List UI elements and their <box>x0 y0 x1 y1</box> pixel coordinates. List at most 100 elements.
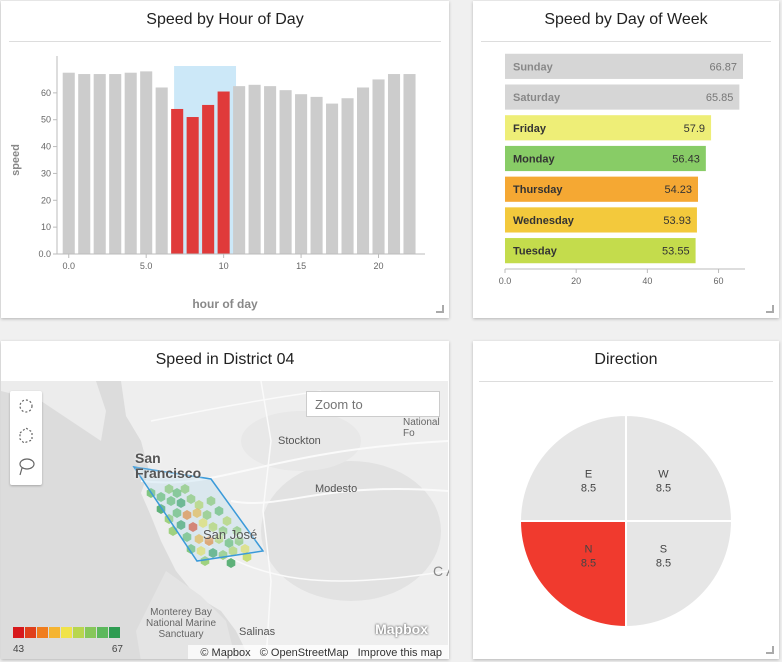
map-title: Speed in District 04 <box>155 351 295 368</box>
hour-bar-21 <box>387 74 401 254</box>
hour-bar-22 <box>403 74 416 254</box>
hour-bar-0 <box>62 72 75 254</box>
speed-hex <box>188 522 198 532</box>
pie-slice-value: 8.5 <box>656 483 671 495</box>
place-stockton: Stockton <box>278 435 321 447</box>
hour-bar-9 <box>202 104 215 254</box>
hour-bar-12 <box>248 84 261 254</box>
speed-hex <box>176 520 186 530</box>
day-chart-svg[interactable]: Sunday 66.87 Saturday 65.85 Friday 57.9 Monday… <box>473 1 779 318</box>
day-bar-label: Wednesday <box>513 215 575 227</box>
hour-chart-svg[interactable]: 0.0 10 20 30 40 50 60 0.0 5.0 10 15 20 hour of day sp… <box>1 1 449 318</box>
pie-slice-value: 8.5 <box>656 557 671 569</box>
hour-chart-title: Speed by Hour of Day <box>146 11 304 28</box>
pie-slice-label: W <box>658 469 669 481</box>
hour-bar-17 <box>326 103 339 254</box>
speed-hex <box>156 492 166 502</box>
resize-handle[interactable] <box>766 646 774 654</box>
hour-bar-6 <box>155 87 168 254</box>
place-national-forest: National Fo <box>403 417 440 439</box>
mapbox-logo[interactable]: Mapbox <box>375 621 428 637</box>
speed-hex <box>186 544 196 554</box>
day-bar-friday <box>505 115 712 141</box>
hour-x-tick-label: 5.0 <box>140 261 153 271</box>
day-x-tick-label: 40 <box>642 276 652 286</box>
speed-hex <box>234 536 244 546</box>
hour-bar-5 <box>140 71 153 254</box>
speed-hex <box>226 558 236 568</box>
lasso-select-icon[interactable] <box>19 458 35 476</box>
speed-hex <box>182 510 192 520</box>
hour-x-axis-label: hour of day <box>192 297 258 311</box>
hour-y-tick-label: 20 <box>41 195 51 205</box>
speed-hex <box>208 548 218 558</box>
attribution-mapbox[interactable]: © Mapbox <box>200 647 251 659</box>
hour-bar-13 <box>264 86 277 255</box>
speed-hex <box>182 532 192 542</box>
day-bar-tuesday <box>505 238 696 264</box>
legend-swatch <box>109 627 120 638</box>
hour-bar-18 <box>341 98 354 254</box>
speed-hex <box>172 508 182 518</box>
speed-hex <box>166 496 176 506</box>
hour-y-tick-label: 30 <box>41 168 51 178</box>
place-salinas: Salinas <box>239 626 276 638</box>
circle-select-icon[interactable] <box>19 399 33 413</box>
hour-bar-19 <box>357 87 370 254</box>
resize-handle[interactable] <box>766 305 774 313</box>
hour-bar-20 <box>372 79 385 254</box>
legend-swatch <box>37 627 48 638</box>
speed-hex <box>172 488 182 498</box>
hour-bar-16 <box>310 96 323 254</box>
speed-hex <box>200 556 210 566</box>
pie-slice-label: E <box>585 469 592 481</box>
day-bar-sunday <box>505 53 743 79</box>
selection-toolbar <box>10 391 42 485</box>
legend-swatch <box>13 627 24 638</box>
legend-swatch <box>85 627 96 638</box>
day-bar-label: Saturday <box>513 92 561 104</box>
place-monterey: Monterey Bay National Marine Sanctuary <box>146 607 217 640</box>
speed-hex <box>222 516 232 526</box>
resize-handle[interactable] <box>436 305 444 313</box>
day-bar-value: 65.85 <box>706 92 734 104</box>
place-modesto: Modesto <box>315 483 358 495</box>
district-map[interactable]: San Francisco San José Stockton Modesto … <box>1 381 449 659</box>
legend-swatch <box>25 627 36 638</box>
day-x-tick-label: 20 <box>571 276 581 286</box>
speed-hex <box>204 536 214 546</box>
map-attribution: © Mapbox © OpenStreetMap Improve this ma… <box>188 645 448 659</box>
day-bar-thursday <box>505 176 699 202</box>
pie-slice-label: N <box>585 543 593 555</box>
speed-hex <box>206 496 216 506</box>
attribution-osm[interactable]: © OpenStreetMap <box>259 647 349 659</box>
hour-bar-2 <box>93 74 106 254</box>
day-bar-monday <box>505 145 706 172</box>
pie-slice-value: 8.5 <box>581 557 596 569</box>
zoom-to-input[interactable] <box>306 391 440 417</box>
hour-y-axis-label: speed <box>10 144 22 176</box>
speed-hex <box>186 494 196 504</box>
polygon-select-icon[interactable] <box>19 427 33 444</box>
speed-hex <box>214 506 224 516</box>
day-bar-value: 66.87 <box>709 61 737 73</box>
speed-hex <box>214 534 224 544</box>
hour-bar-11 <box>233 86 246 255</box>
pie-slice-w <box>625 413 734 522</box>
day-x-tick-label: 0.0 <box>499 276 512 286</box>
legend-swatch <box>97 627 108 638</box>
speed-hex <box>240 544 250 554</box>
day-bar-value: 56.43 <box>672 154 700 166</box>
direction-pie-svg[interactable]: W 8.5 S 8.5 N 8.5 E 8.5 <box>473 341 779 659</box>
pie-slice-e <box>518 413 627 522</box>
day-bar-value: 53.93 <box>663 215 691 227</box>
speed-hex <box>228 546 238 556</box>
pie-slice-s <box>625 520 734 629</box>
attribution-improve[interactable]: Improve this map <box>357 647 442 659</box>
legend-swatch <box>49 627 60 638</box>
speed-hex <box>194 534 204 544</box>
speed-hex <box>176 498 186 508</box>
speed-hex <box>232 526 242 536</box>
speed-hex <box>196 546 206 556</box>
hour-bar-8 <box>186 117 199 255</box>
